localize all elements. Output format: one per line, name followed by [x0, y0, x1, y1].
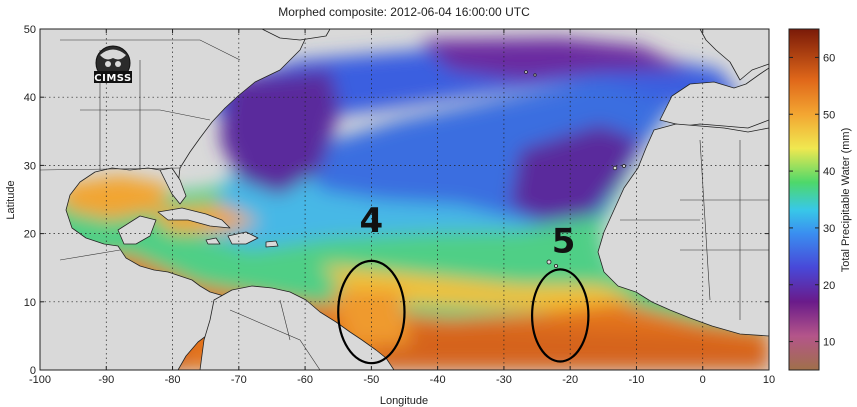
annotation-label-4: 4 [360, 201, 384, 241]
x-tick-label: -100 [29, 374, 51, 386]
chart-title: Morphed composite: 2012-06-04 16:00:00 U… [278, 5, 530, 19]
x-tick-label: -10 [629, 374, 645, 386]
y-axis-label: Latitude [5, 180, 17, 219]
land-africa [597, 123, 769, 337]
colorbar-tick-label: 30 [823, 223, 835, 235]
land-south-america [199, 285, 395, 370]
land-yucatan [117, 215, 157, 245]
land-florida [159, 167, 187, 205]
colorbar-tick-label: 40 [823, 166, 835, 178]
colorbar-ticks: 10 20 30 40 50 60 [789, 52, 835, 349]
land-iberia [659, 67, 769, 129]
y-tick-label: 30 [24, 160, 36, 172]
x-tick-label: -40 [430, 374, 446, 386]
y-axis: 0 10 20 30 40 50 [24, 24, 769, 377]
x-tick-label: -50 [363, 374, 379, 386]
y-tick-label: 0 [30, 365, 36, 377]
x-tick-label: -20 [562, 374, 578, 386]
political-borders [40, 39, 769, 370]
colorbar-label: Total Precipitable Water (mm) [840, 128, 852, 272]
y-tick-label: 10 [24, 297, 36, 309]
x-tick-label: -90 [98, 374, 114, 386]
annotation-label-5: 5 [552, 221, 576, 261]
x-tick-label: -30 [496, 374, 512, 386]
colorbar-tick-label: 20 [823, 280, 835, 292]
colorbar: 10 20 30 40 50 60 Total Precipitable Water (m… [788, 28, 852, 371]
colorbar-scale [788, 28, 820, 371]
map-frame [39, 28, 770, 371]
logo-text: CIMSS [94, 73, 131, 84]
colorbar-tick-label: 10 [823, 337, 835, 349]
annotation-ellipse-4 [337, 259, 406, 365]
annotations: 45 [337, 201, 590, 365]
land-masses [40, 29, 769, 370]
land-greenland [261, 29, 331, 41]
colorbar-tick-label: 50 [823, 109, 835, 121]
x-axis: -100 -90 -80 -70 -60 -50 -40 -30 -20 -10 0 10 [29, 29, 775, 386]
land-jamaica [205, 237, 221, 245]
y-tick-label: 20 [24, 229, 36, 241]
map-panel [40, 29, 769, 370]
colorbar-tick-label: 60 [823, 52, 835, 64]
x-tick-label: -70 [231, 374, 247, 386]
land-hispaniola [227, 231, 259, 245]
grid-lines [40, 29, 769, 370]
x-tick-label: 10 [763, 374, 775, 386]
x-tick-label: -80 [165, 374, 181, 386]
x-axis-label: Longitude [380, 395, 428, 407]
x-tick-label: 0 [700, 374, 706, 386]
land-puerto-rico [265, 240, 279, 248]
land-cuba [157, 207, 231, 229]
annotation-ellipse-5 [530, 268, 590, 363]
x-tick-label: -60 [297, 374, 313, 386]
cimss-logo: CIMSS [94, 45, 132, 84]
y-tick-label: 40 [24, 92, 36, 104]
y-tick-label: 50 [24, 24, 36, 36]
land-europe [699, 29, 769, 81]
